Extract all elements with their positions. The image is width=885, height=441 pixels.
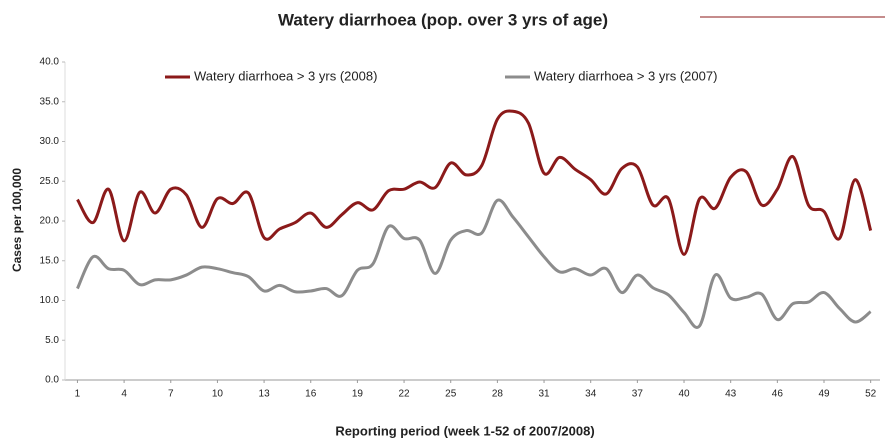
x-tick-label: 1 <box>75 389 81 400</box>
y-tick-label: 25.0 <box>40 176 60 187</box>
series-line <box>76 109 873 256</box>
x-tick-label: 31 <box>538 389 550 400</box>
x-tick-label: 43 <box>725 389 737 400</box>
x-tick-label: 7 <box>168 389 174 400</box>
y-tick-label: 10.0 <box>40 295 60 306</box>
x-tick-label: 28 <box>492 389 504 400</box>
x-tick-label: 25 <box>445 389 457 400</box>
y-tick-label: 15.0 <box>40 255 60 266</box>
x-tick-label: 37 <box>632 389 644 400</box>
x-tick-label: 46 <box>772 389 784 400</box>
x-tick-label: 13 <box>259 389 271 400</box>
chart-title: Watery diarrhoea (pop. over 3 yrs of age… <box>278 10 608 29</box>
x-tick-label: 4 <box>121 389 127 400</box>
y-tick-label: 0.0 <box>45 375 59 386</box>
x-tick-label: 52 <box>865 389 877 400</box>
y-tick-label: 35.0 <box>40 96 60 107</box>
x-tick-label: 49 <box>818 389 830 400</box>
legend-label: Watery diarrhoea > 3 yrs (2008) <box>194 68 377 83</box>
y-tick-label: 40.0 <box>40 57 60 68</box>
x-tick-label: 40 <box>678 389 690 400</box>
x-tick-label: 10 <box>212 389 224 400</box>
series-line <box>76 198 872 329</box>
x-tick-label: 16 <box>305 389 317 400</box>
x-tick-label: 34 <box>585 389 597 400</box>
x-tick-label: 22 <box>399 389 411 400</box>
x-tick-label: 19 <box>352 389 364 400</box>
y-axis-label: Cases per 100,000 <box>10 168 24 272</box>
y-tick-label: 30.0 <box>40 136 60 147</box>
y-tick-label: 20.0 <box>40 216 60 227</box>
legend-label: Watery diarrhoea > 3 yrs (2007) <box>534 68 717 83</box>
x-axis-label: Reporting period (week 1-52 of 2007/2008… <box>335 423 594 438</box>
y-tick-label: 5.0 <box>45 335 59 346</box>
